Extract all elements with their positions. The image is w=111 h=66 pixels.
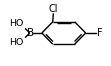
Text: F: F <box>97 28 103 38</box>
Text: B: B <box>27 28 34 38</box>
Text: HO: HO <box>9 19 23 28</box>
Text: HO: HO <box>9 38 23 47</box>
Text: Cl: Cl <box>49 4 58 14</box>
